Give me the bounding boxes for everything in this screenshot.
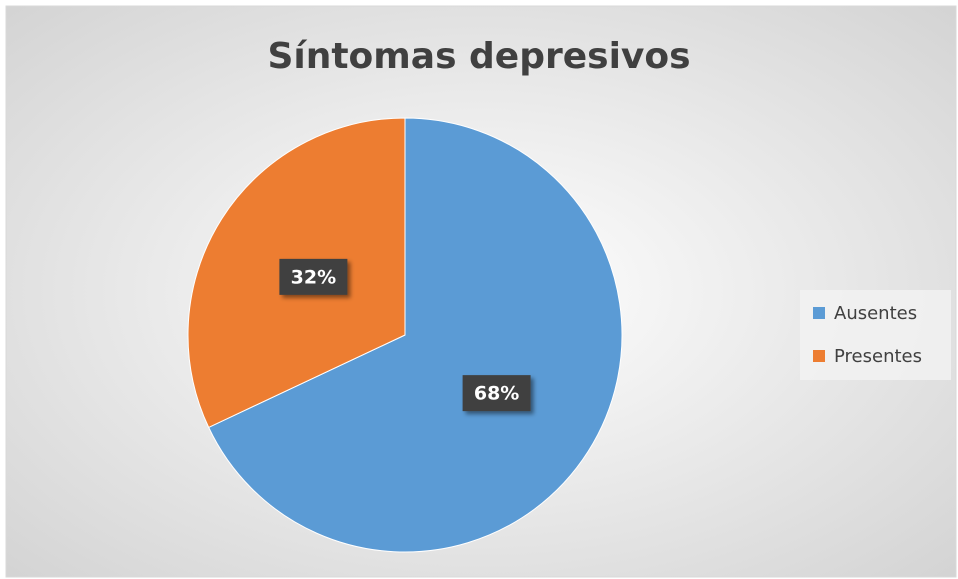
legend-swatch [813, 307, 825, 319]
legend: Ausentes Presentes [800, 290, 951, 380]
legend-label: Ausentes [834, 303, 917, 324]
legend-swatch [813, 350, 825, 362]
legend-box [800, 290, 951, 380]
chart-title: Síntomas depresivos [267, 36, 690, 77]
data-label-box [462, 375, 531, 412]
data-label-text: 68% [474, 383, 519, 405]
data-label: 32% [279, 258, 348, 295]
data-label-box [279, 258, 348, 295]
pie-slice [207, 117, 623, 553]
data-label-text: 32% [291, 266, 336, 288]
data-label: 68% [462, 375, 531, 412]
legend-label: Presentes [834, 346, 922, 367]
